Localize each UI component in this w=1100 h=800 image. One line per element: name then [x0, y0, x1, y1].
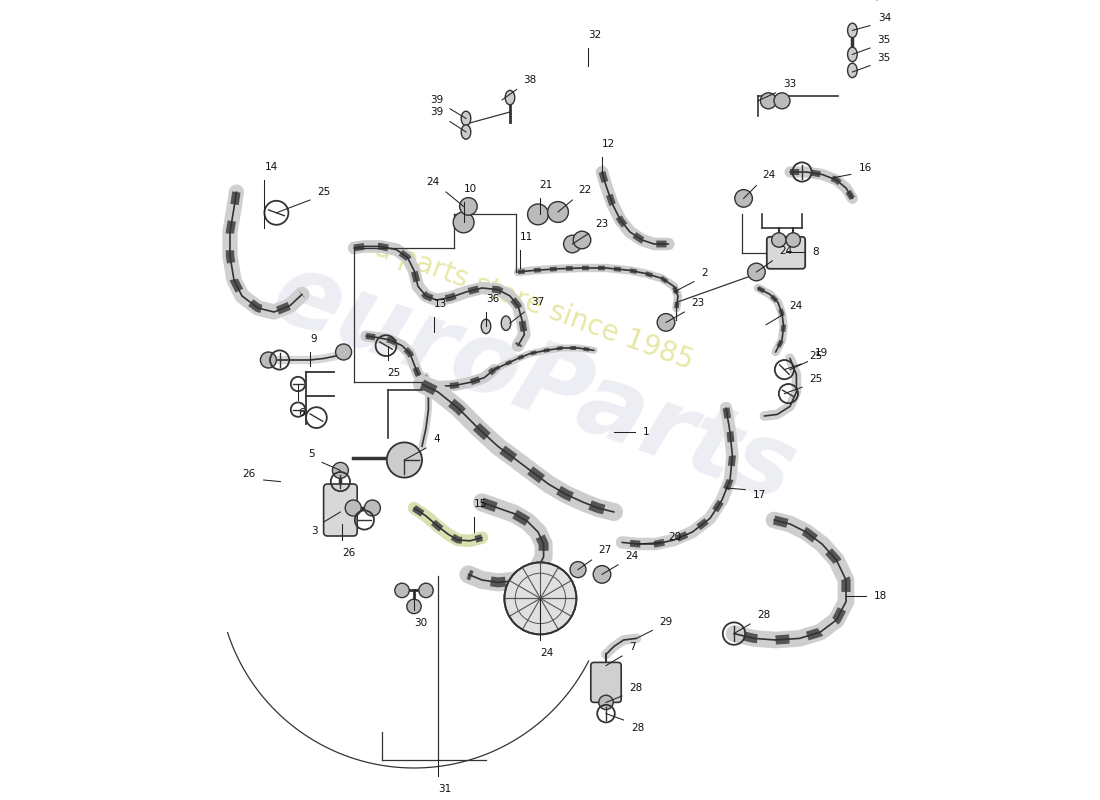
Ellipse shape [848, 47, 857, 62]
Text: 24: 24 [625, 550, 638, 561]
Text: 39: 39 [430, 94, 443, 105]
Text: 33: 33 [783, 79, 796, 90]
Circle shape [345, 500, 361, 516]
Circle shape [419, 583, 433, 598]
Ellipse shape [848, 63, 857, 78]
Ellipse shape [502, 316, 510, 330]
Text: 5: 5 [308, 450, 315, 459]
Circle shape [570, 562, 586, 578]
Text: 29: 29 [660, 617, 673, 627]
Circle shape [748, 263, 766, 281]
Circle shape [460, 198, 477, 215]
Circle shape [786, 233, 801, 247]
Text: 6: 6 [298, 408, 305, 418]
Circle shape [395, 583, 409, 598]
Text: 36: 36 [486, 294, 499, 304]
Text: 8: 8 [813, 247, 820, 257]
FancyBboxPatch shape [767, 237, 805, 269]
Text: 27: 27 [598, 546, 612, 555]
Text: 38: 38 [522, 75, 536, 85]
Text: 24: 24 [789, 301, 802, 311]
Text: 25: 25 [808, 351, 822, 362]
Text: 28: 28 [631, 722, 645, 733]
Circle shape [387, 442, 422, 478]
Ellipse shape [848, 23, 857, 38]
Circle shape [657, 314, 674, 331]
Text: 28: 28 [757, 610, 770, 620]
Circle shape [548, 202, 569, 222]
Text: 1: 1 [642, 427, 649, 437]
Text: 3: 3 [311, 526, 318, 536]
Circle shape [528, 204, 549, 225]
Circle shape [771, 233, 786, 247]
Text: 25: 25 [318, 187, 331, 197]
Text: 30: 30 [414, 618, 427, 627]
Text: 23: 23 [595, 219, 608, 230]
Circle shape [735, 190, 752, 207]
Text: 35: 35 [878, 35, 891, 46]
Text: 14: 14 [264, 162, 277, 172]
Text: 24: 24 [779, 246, 792, 256]
Ellipse shape [461, 125, 471, 139]
Text: 2: 2 [701, 268, 707, 278]
Text: 28: 28 [629, 683, 642, 693]
Text: 25: 25 [387, 368, 400, 378]
Text: a parts store since 1985: a parts store since 1985 [371, 234, 697, 374]
Text: 24: 24 [762, 170, 776, 180]
Text: 4: 4 [433, 434, 440, 444]
Text: 26: 26 [342, 548, 355, 558]
Circle shape [774, 93, 790, 109]
Text: 19: 19 [815, 348, 828, 358]
Text: 9: 9 [310, 334, 317, 344]
Text: 13: 13 [434, 299, 448, 309]
Circle shape [453, 212, 474, 233]
Circle shape [563, 235, 581, 253]
Circle shape [593, 566, 611, 583]
Text: 17: 17 [754, 490, 767, 500]
Text: 31: 31 [438, 784, 451, 794]
Circle shape [598, 695, 613, 710]
Text: 18: 18 [874, 591, 888, 601]
Text: 32: 32 [588, 30, 602, 40]
Text: 39: 39 [430, 107, 443, 118]
Text: 26: 26 [242, 470, 255, 479]
Text: 37: 37 [530, 297, 544, 307]
Text: 24: 24 [540, 648, 553, 658]
FancyBboxPatch shape [323, 484, 358, 536]
Circle shape [336, 344, 352, 360]
Text: 12: 12 [602, 138, 615, 149]
Text: 22: 22 [579, 185, 592, 195]
Ellipse shape [505, 90, 515, 105]
Circle shape [261, 352, 276, 368]
Circle shape [760, 93, 777, 109]
Text: 15: 15 [474, 499, 487, 509]
Circle shape [573, 231, 591, 249]
Circle shape [407, 599, 421, 614]
Text: 20: 20 [669, 532, 682, 542]
Ellipse shape [481, 319, 491, 334]
Circle shape [505, 562, 576, 634]
FancyBboxPatch shape [591, 662, 622, 702]
Ellipse shape [461, 111, 471, 126]
Text: 16: 16 [859, 163, 872, 173]
Text: 11: 11 [519, 232, 532, 242]
Circle shape [364, 500, 381, 516]
Circle shape [332, 462, 349, 478]
Text: 23: 23 [692, 298, 705, 308]
Text: 10: 10 [463, 184, 476, 194]
Text: euroParts: euroParts [260, 245, 808, 523]
Text: 35: 35 [878, 53, 891, 63]
Text: 7: 7 [629, 642, 636, 652]
Text: 21: 21 [540, 180, 553, 190]
Text: 34: 34 [878, 14, 891, 23]
Text: 24: 24 [427, 177, 440, 187]
Text: 25: 25 [810, 374, 823, 385]
